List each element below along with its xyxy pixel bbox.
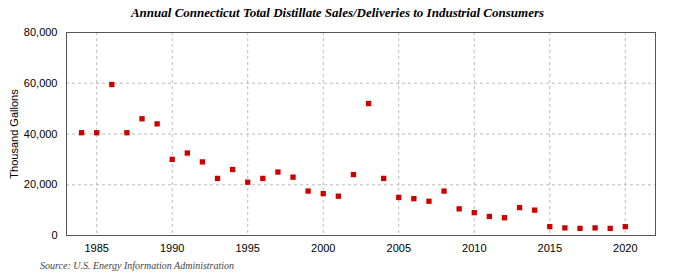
svg-text:40,000: 40,000 — [24, 128, 58, 140]
svg-text:60,000: 60,000 — [24, 77, 58, 89]
svg-text:2020: 2020 — [613, 242, 637, 254]
html-text:Annual Connecticut Total Disti: Annual Connecticut Total Distillate Sale… — [131, 5, 544, 20]
html-text:Source: U.S. Energy Informatio: Source: U.S. Energy Information Administ… — [40, 260, 235, 271]
svg-text:2005: 2005 — [387, 242, 411, 254]
svg-text:2010: 2010 — [462, 242, 486, 254]
svg-text:1985: 1985 — [84, 242, 108, 254]
svg-text:1995: 1995 — [235, 242, 259, 254]
svg-text:0: 0 — [51, 229, 57, 241]
svg-text:80,000: 80,000 — [24, 26, 58, 38]
svg-text:2000: 2000 — [311, 242, 335, 254]
svg-text:2015: 2015 — [538, 242, 562, 254]
svg-text:20,000: 20,000 — [24, 178, 58, 190]
svg-text:Thousand Gallons: Thousand Gallons — [8, 89, 20, 179]
svg-text:1990: 1990 — [160, 242, 184, 254]
